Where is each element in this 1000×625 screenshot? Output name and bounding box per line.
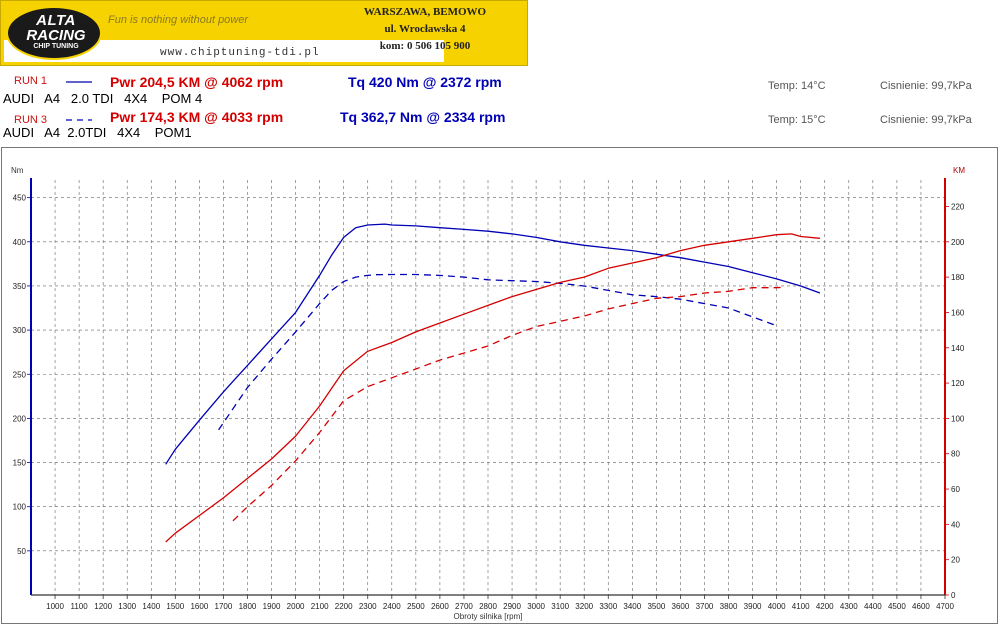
- x-tick-label: 3700: [696, 602, 714, 611]
- x-tick-label: 1100: [71, 602, 89, 611]
- alta-racing-logo: [6, 6, 102, 60]
- y-tick-label-left: 100: [13, 503, 27, 512]
- x-tick-label: 1500: [166, 602, 184, 611]
- y-tick-label-left: 150: [13, 459, 27, 468]
- y-tick-label-right: 200: [951, 238, 965, 247]
- logo-text-alta: ALTA: [36, 12, 76, 29]
- run3-temp: Temp: 15°C: [768, 114, 826, 126]
- x-tick-label: 1900: [263, 602, 281, 611]
- y-axis-label-right: KM: [953, 166, 965, 175]
- x-tick-label: 4300: [840, 602, 858, 611]
- run1-legend-line: [66, 81, 92, 83]
- x-tick-label: 4700: [936, 602, 954, 611]
- x-tick-label: 2300: [359, 602, 377, 611]
- run1-label: RUN 1: [14, 75, 48, 87]
- x-tick-label: 3800: [720, 602, 738, 611]
- torque-curve-run3: [218, 273, 777, 431]
- website-strip: [4, 40, 444, 62]
- website-url: www.chiptuning-tdi.pl: [160, 47, 320, 59]
- y-tick-label-right: 140: [951, 344, 965, 353]
- x-tick-label: 2100: [311, 602, 329, 611]
- chart-frame: [1, 147, 998, 624]
- power-curve-run3: [232, 286, 785, 522]
- slogan: Fun is nothing without power: [108, 14, 249, 26]
- x-tick-label: 2800: [479, 602, 497, 611]
- y-tick-label-right: 100: [951, 414, 965, 423]
- run1-power: Pwr 204,5 KM @ 4062 rpm: [110, 74, 284, 90]
- logo-text-racing: RACING: [26, 27, 86, 44]
- x-tick-label: 3400: [623, 602, 641, 611]
- x-tick-label: 4400: [864, 602, 882, 611]
- x-tick-label: 3500: [647, 602, 665, 611]
- y-tick-label-left: 200: [13, 414, 27, 423]
- x-tick-label: 2500: [407, 602, 425, 611]
- run3-legend-line: [66, 119, 92, 121]
- y-tick-label-right: 120: [951, 379, 965, 388]
- x-axis-label: Obroty silnika [rpm]: [454, 612, 523, 621]
- x-tick-label: 2200: [335, 602, 353, 611]
- x-tick-label: 4500: [888, 602, 906, 611]
- x-tick-label: 3100: [551, 602, 569, 611]
- y-tick-label-right: 0: [951, 591, 956, 600]
- run3-label: RUN 3: [14, 114, 48, 126]
- y-axis-label-left: Nm: [11, 166, 24, 175]
- x-tick-label: 1400: [142, 602, 160, 611]
- chart-grid: [31, 180, 946, 595]
- y-tick-label-right: 40: [951, 520, 960, 529]
- x-tick-label: 3600: [672, 602, 690, 611]
- y-tick-label-left: 250: [13, 370, 27, 379]
- address-phone: kom: 0 506 105 900: [379, 40, 471, 52]
- x-tick-label: 1800: [239, 602, 257, 611]
- address-city: WARSZAWA, BEMOWO: [363, 6, 487, 18]
- x-tick-label: 1600: [190, 602, 208, 611]
- y-tick-label-right: 60: [951, 485, 960, 494]
- chart-series: [165, 223, 821, 543]
- x-tick-label: 2700: [455, 602, 473, 611]
- y-tick-label-right: 220: [951, 202, 965, 211]
- x-tick-label: 3000: [527, 602, 545, 611]
- y-tick-label-right: 180: [951, 273, 965, 282]
- x-tick-label: 3200: [575, 602, 593, 611]
- x-tick-label: 2400: [383, 602, 401, 611]
- torque-curve-run1: [165, 223, 821, 465]
- x-tick-label: 3300: [599, 602, 617, 611]
- chart-ticks: 1000 1100 1200 1300 1400 1500 1600 1700 1800 1900…: [13, 194, 965, 611]
- x-tick-label: 2000: [287, 602, 305, 611]
- x-tick-label: 1000: [46, 602, 64, 611]
- x-tick-label: 2600: [431, 602, 449, 611]
- y-tick-label-left: 300: [13, 326, 27, 335]
- x-tick-label: 4000: [768, 602, 786, 611]
- run3-torque: Tq 362,7 Nm @ 2334 rpm: [340, 109, 506, 125]
- y-tick-label-left: 50: [17, 547, 26, 556]
- y-tick-label-left: 450: [13, 194, 27, 203]
- x-tick-label: 1300: [118, 602, 136, 611]
- x-tick-label: 3900: [744, 602, 762, 611]
- y-tick-label-right: 80: [951, 450, 960, 459]
- run1-pressure: Cisnienie: 99,7kPa: [880, 80, 972, 92]
- y-tick-label-left: 400: [13, 238, 27, 247]
- y-tick-label-right: 160: [951, 308, 965, 317]
- x-tick-label: 1700: [215, 602, 233, 611]
- run1-temp: Temp: 14°C: [768, 80, 826, 92]
- power-curve-run1: [165, 233, 820, 543]
- address-block: WARSZAWA, BEMOWO ul. Wrocławska 4 kom: 0…: [330, 4, 520, 55]
- x-tick-label: 4200: [816, 602, 834, 611]
- run1-torque: Tq 420 Nm @ 2372 rpm: [348, 74, 502, 90]
- address-street: ul. Wrocławska 4: [384, 23, 466, 35]
- run3-power: Pwr 174,3 KM @ 4033 rpm: [110, 109, 284, 125]
- y-tick-label-left: 350: [13, 282, 27, 291]
- x-tick-label: 4100: [792, 602, 810, 611]
- run3-car: AUDI A4 2.0TDI 4X4 POM1: [3, 125, 192, 140]
- logo-text-chip-tuning: CHIP TUNING: [33, 43, 79, 50]
- x-tick-label: 4600: [912, 602, 930, 611]
- x-tick-label: 2900: [503, 602, 521, 611]
- run3-pressure: Cisnienie: 99,7kPa: [880, 114, 972, 126]
- run1-car: AUDI A4 2.0 TDI 4X4 POM 4: [3, 91, 203, 106]
- y-tick-label-right: 20: [951, 556, 960, 565]
- x-tick-label: 1200: [94, 602, 112, 611]
